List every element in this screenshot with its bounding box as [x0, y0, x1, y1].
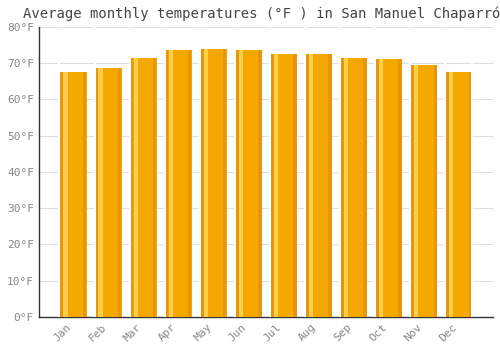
Bar — [94, 69, 122, 317]
Bar — [238, 50, 243, 317]
Bar — [83, 72, 86, 317]
Bar — [188, 50, 192, 317]
Bar — [270, 54, 297, 317]
Bar — [306, 54, 308, 317]
Bar — [204, 49, 208, 317]
Bar — [130, 58, 157, 317]
Bar — [410, 65, 414, 317]
Bar — [398, 60, 402, 317]
Bar — [98, 69, 102, 317]
Bar — [165, 50, 168, 317]
Bar — [134, 58, 138, 317]
Bar — [305, 54, 332, 317]
Bar — [200, 49, 203, 317]
Bar — [64, 72, 68, 317]
Bar — [434, 65, 437, 317]
Bar — [340, 58, 344, 317]
Bar — [95, 69, 98, 317]
Bar — [164, 50, 192, 317]
Bar — [60, 72, 87, 317]
Bar — [236, 50, 238, 317]
Bar — [118, 69, 122, 317]
Bar — [445, 72, 472, 317]
Bar — [376, 60, 379, 317]
Bar — [234, 50, 262, 317]
Bar — [379, 60, 383, 317]
Bar — [168, 50, 172, 317]
Bar — [364, 58, 366, 317]
Bar — [468, 72, 472, 317]
Bar — [60, 72, 64, 317]
Bar — [130, 58, 134, 317]
Bar — [258, 50, 262, 317]
Bar — [410, 65, 438, 317]
Bar — [328, 54, 332, 317]
Bar — [200, 49, 227, 317]
Bar — [309, 54, 313, 317]
Bar — [414, 65, 418, 317]
Bar — [274, 54, 278, 317]
Bar — [344, 58, 348, 317]
Bar — [375, 60, 402, 317]
Bar — [446, 72, 449, 317]
Bar — [294, 54, 296, 317]
Title: Average monthly temperatures (°F ) in San Manuel Chaparrón: Average monthly temperatures (°F ) in Sa… — [23, 7, 500, 21]
Bar — [223, 49, 226, 317]
Bar — [340, 58, 367, 317]
Bar — [270, 54, 274, 317]
Bar — [153, 58, 156, 317]
Bar — [449, 72, 453, 317]
